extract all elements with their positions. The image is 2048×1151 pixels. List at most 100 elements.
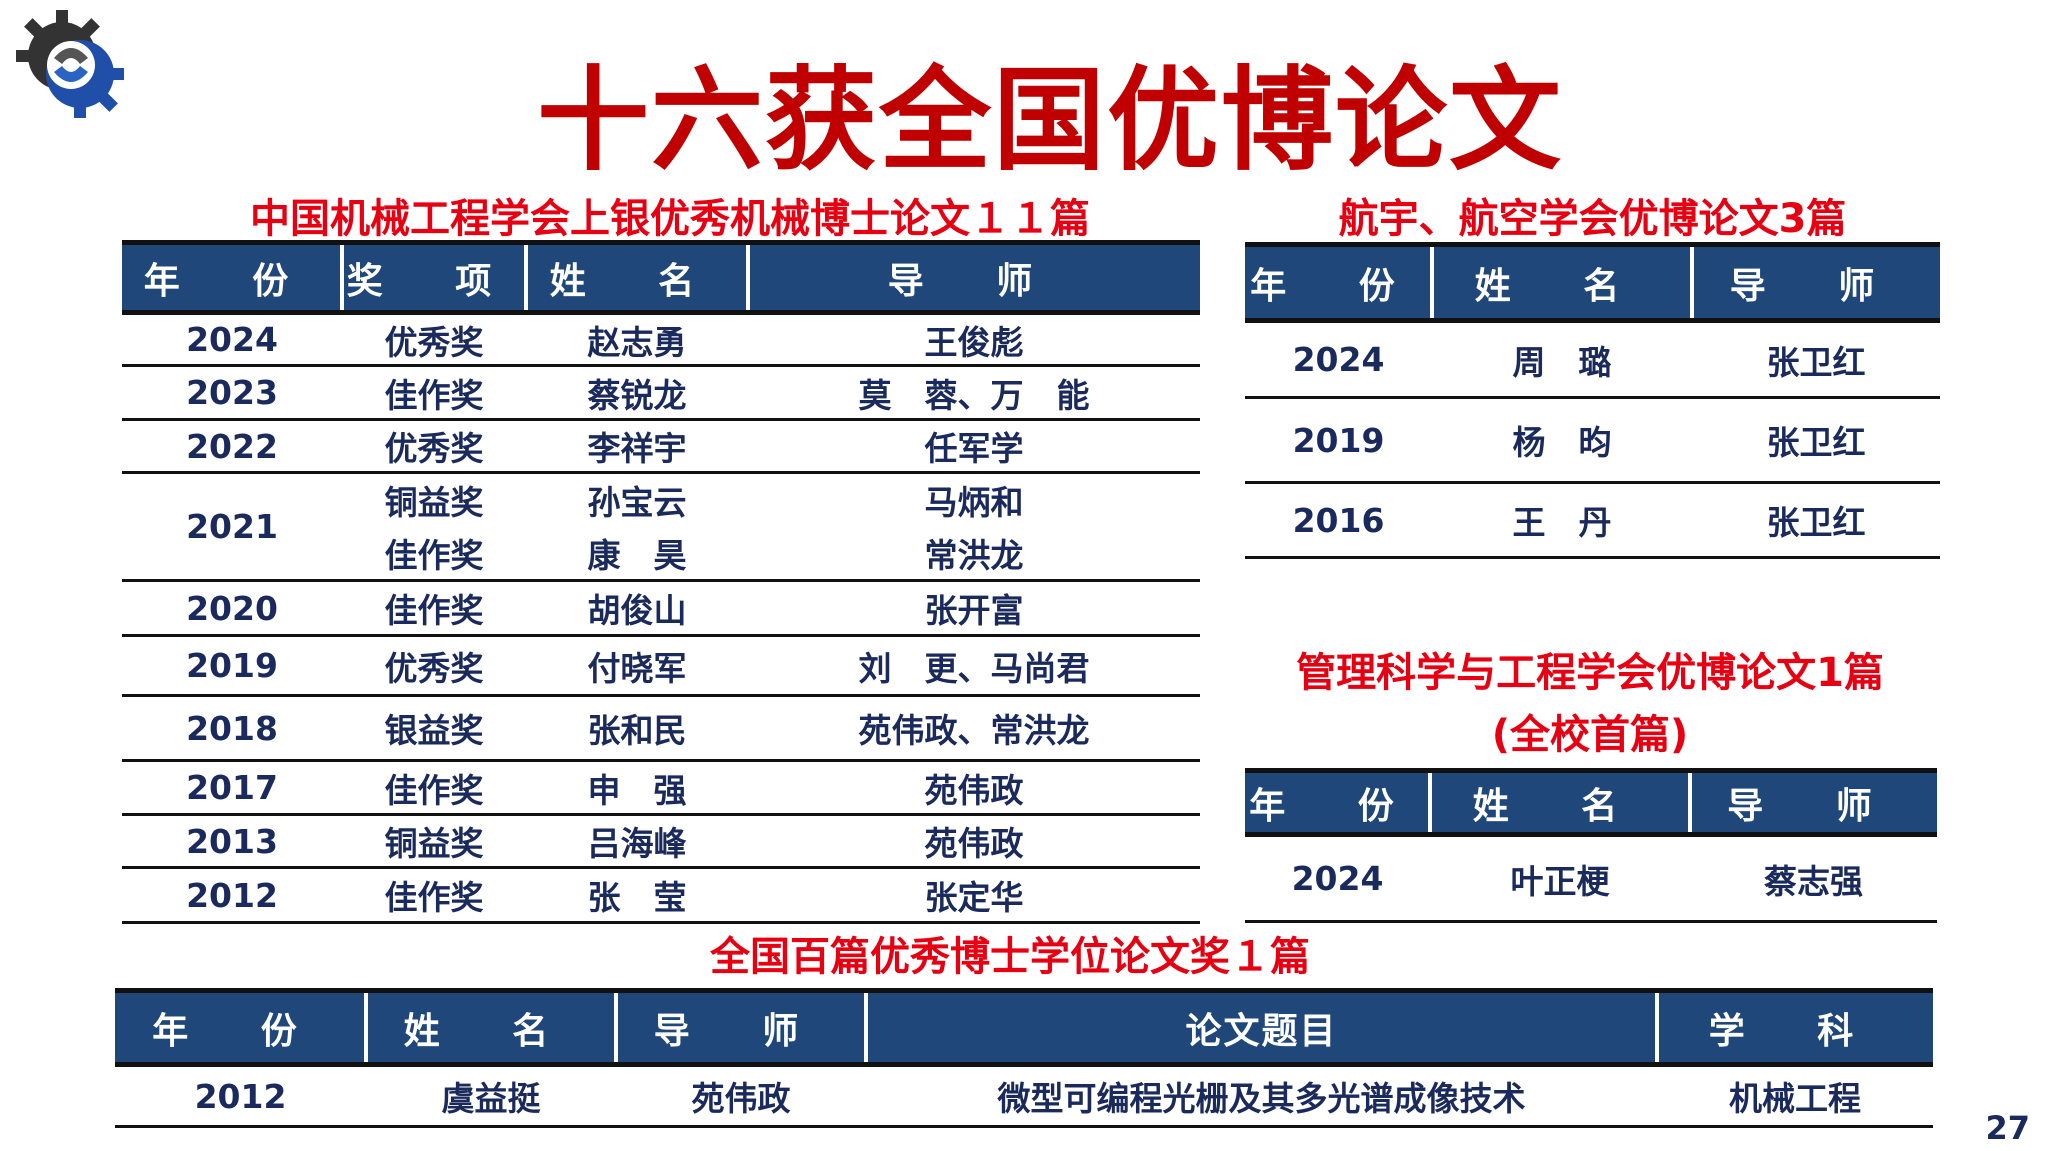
cell-name: 申 强 (526, 760, 748, 816)
table-row: 2017 佳作奖申 强苑伟政 (122, 760, 1200, 816)
national-subtitle: 全国百篇优秀博士学位论文奖１篇 (710, 934, 1310, 980)
cell-name: 付晓军 (526, 635, 748, 697)
cell-award: 佳作奖 (342, 580, 526, 637)
cell-advisor: 常洪龙 (748, 526, 1200, 582)
cell-award: 优秀奖 (342, 635, 526, 697)
table-header: 年 份 姓 名 导 师 论文题目 学 科 (115, 988, 1933, 1067)
header-award: 奖 项 (340, 240, 526, 315)
cell-name: 康 昊 (526, 526, 748, 582)
aero-table: 年 份 姓 名 导 师 2024 周 璐张卫红 2019 杨 昀张卫红 2016 王 丹张… (1245, 242, 1940, 559)
gear-logo-icon (16, 10, 124, 118)
cell-name: 虞益挺 (366, 1064, 616, 1128)
header-name: 姓 名 (364, 988, 616, 1067)
cell-year: 2020 (122, 580, 342, 637)
cell-advisor: 苑伟政 (616, 1064, 866, 1128)
cell-year: 2019 (1245, 397, 1432, 484)
cell-advisor: 苑伟政 (748, 814, 1200, 869)
cell-year: 2023 (122, 365, 342, 421)
table-header: 年 份 奖 项 姓 名 导 师 (122, 240, 1200, 315)
cell-advisor: 张卫红 (1692, 320, 1940, 399)
table-row: 2023 佳作奖 蔡锐龙莫 蓉、万 能 (122, 365, 1200, 421)
cell-year: 2024 (1245, 834, 1430, 923)
cell-advisor: 张开富 (748, 580, 1200, 637)
table-row: 2024 优秀奖 赵志勇 王俊彪 (122, 312, 1200, 367)
table-row: 2012 佳作奖张 莹张定华 (122, 867, 1200, 924)
table-row: 2019 优秀奖 付晓军刘 更、马尚君 (122, 635, 1200, 697)
cell-name: 张和民 (526, 695, 748, 762)
table-header: 年 份 姓 名 导 师 (1245, 768, 1937, 837)
cell-advisor: 张定华 (748, 867, 1200, 924)
cell-year: 2022 (122, 419, 342, 474)
cell-discipline: 机械工程 (1657, 1064, 1933, 1128)
cell-advisor: 刘 更、马尚君 (748, 635, 1200, 697)
cell-advisor: 张卫红 (1692, 397, 1940, 484)
cell-year: 2012 (122, 867, 342, 924)
page-title: 十六获全国优博论文 (537, 56, 1563, 186)
cell-name: 李祥宇 (526, 419, 748, 474)
header-thesis: 论文题目 (864, 988, 1657, 1067)
cell-name: 叶正梗 (1430, 834, 1690, 923)
cell-award: 优秀奖 (342, 419, 526, 474)
header-discipline: 学 科 (1655, 988, 1933, 1067)
table-row: 2012 虞益挺 苑伟政 微型可编程光栅及其多光谱成像技术 机械工程 (115, 1064, 1933, 1128)
cell-name: 孙宝云 (587, 483, 687, 523)
cell-name: 赵志勇 (526, 312, 748, 367)
cell-year: 2024 (122, 312, 342, 367)
cell-year: 2018 (122, 695, 342, 762)
table-row: 2019 杨 昀张卫红 (1245, 397, 1940, 484)
cell-advisor: 苑伟政 (748, 760, 1200, 816)
national-table: 年 份 姓 名 导 师 论文题目 学 科 2012 虞益挺 苑伟政 微型可编程光栅及其… (115, 988, 1933, 1128)
cell-award: 铜益奖 (384, 483, 484, 523)
page-number: 27 (1985, 1109, 2030, 1147)
header-advisor: 导 师 (614, 988, 866, 1067)
mgmt-table: 年 份 姓 名 导 师 2024 叶正梗 蔡志强 (1245, 768, 1937, 923)
cell-name: 胡俊山 (526, 580, 748, 637)
table-row: 佳作奖康 昊常洪龙 (122, 526, 1200, 582)
cmes-subtitle: 中国机械工程学会上银优秀机械博士论文１１篇 (250, 196, 1090, 242)
cell-year: 2012 (115, 1064, 366, 1128)
cell-year: 2017 (122, 760, 342, 816)
cell-name: 周 璐 (1432, 320, 1692, 399)
cell-name: 吕海峰 (526, 814, 748, 869)
cell-award: 佳作奖 (342, 526, 526, 582)
table-row: 2024 叶正梗 蔡志强 (1245, 834, 1937, 923)
header-name: 姓 名 (524, 240, 748, 315)
cell-advisor: 张卫红 (1692, 482, 1940, 559)
table-row: 2018 银益奖 张和民 苑伟政、常洪龙 (122, 695, 1200, 762)
cell-name: 杨 昀 (1432, 397, 1692, 484)
cell-advisor: 蔡志强 (1690, 834, 1937, 923)
table-row: 2020 佳作奖 胡俊山 张开富 (122, 580, 1200, 637)
cell-year: 2019 (122, 635, 342, 697)
header-year: 年 份 (115, 988, 366, 1067)
cell-year: 2013 (122, 814, 342, 869)
header-year: 年 份 (122, 240, 342, 315)
table-row: 2024 周 璐张卫红 (1245, 320, 1940, 399)
table-row: 2016 王 丹张卫红 (1245, 482, 1940, 559)
cell-advisor: 苑伟政、常洪龙 (748, 695, 1200, 762)
cell-advisor: 马炳和 (924, 483, 1024, 523)
cell-award: 银益奖 (342, 695, 526, 762)
cell-thesis: 微型可编程光栅及其多光谱成像技术 (866, 1064, 1657, 1128)
header-year: 年 份 (1245, 242, 1432, 323)
aero-subtitle: 航宇、航空学会优博论文3篇 (1338, 196, 1847, 242)
cell-award: 佳作奖 (342, 867, 526, 924)
header-advisor: 导 师 (746, 240, 1200, 315)
header-advisor: 导 师 (1688, 768, 1937, 837)
cell-name: 张 莹 (526, 867, 748, 924)
cell-award: 佳作奖 (342, 365, 526, 421)
header-name: 姓 名 (1428, 768, 1690, 837)
table-row: 2013 铜益奖 吕海峰 苑伟政 (122, 814, 1200, 869)
table-header: 年 份 姓 名 导 师 (1245, 242, 1940, 323)
cell-award: 优秀奖 (342, 312, 526, 367)
cell-advisor: 王俊彪 (748, 312, 1200, 367)
cell-year: 2016 (1245, 482, 1432, 559)
header-name: 姓 名 (1430, 242, 1692, 323)
mgmt-subtitle-note: (全校首篇) (1491, 712, 1689, 758)
header-year: 年 份 (1245, 768, 1430, 837)
table-row: 2021 铜益奖 孙宝云 马炳和 (122, 472, 1200, 582)
mgmt-subtitle: 管理科学与工程学会优博论文1篇 (1296, 650, 1884, 696)
cmes-table: 年 份 奖 项 姓 名 导 师 2024 优秀奖 赵志勇 王俊彪 2023 佳作奖 蔡锐龙莫… (122, 240, 1200, 924)
table-row: 2022 优秀奖 李祥宇 任军学 (122, 419, 1200, 474)
cell-advisor: 莫 蓉、万 能 (748, 365, 1200, 421)
